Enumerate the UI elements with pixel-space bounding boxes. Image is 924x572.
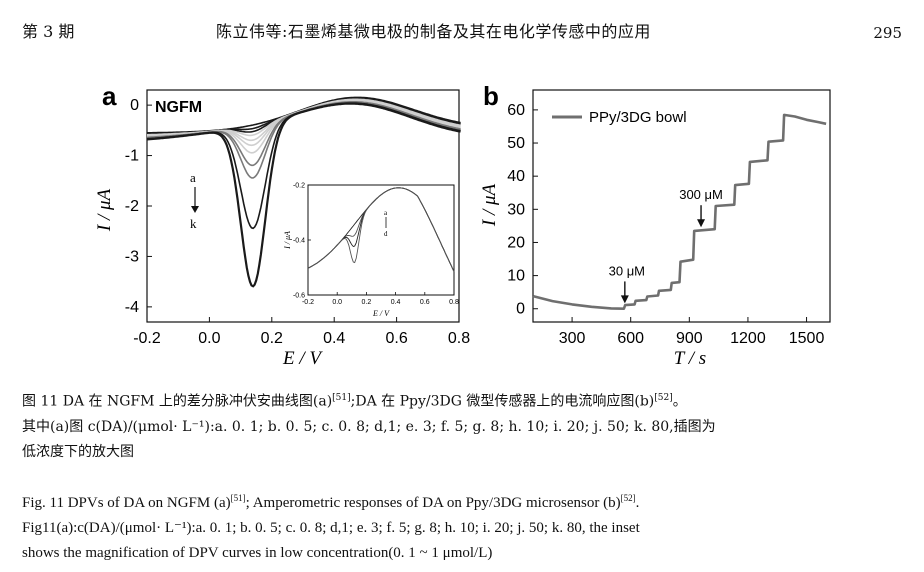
inset-y-label: I / μA <box>283 231 292 250</box>
panel-a-x-ticks: -0.2 0.0 0.2 0.4 0.6 0.8 <box>133 317 470 347</box>
inset-arrow-start: a <box>384 209 388 217</box>
panel-a-arrow-start: a <box>190 170 196 185</box>
inset-y-tick-label: -0.4 <box>293 238 305 245</box>
panel-b-annotation-label: 300 μM <box>679 187 723 202</box>
inset-curve-d <box>307 187 455 272</box>
caption-english: Fig. 11 DPVs of DA on NGFM (a)[51]; Ampe… <box>22 486 906 566</box>
panel-a-y-tick-label: 0 <box>130 97 139 114</box>
panel-b-y-tick-label: 30 <box>507 201 525 218</box>
inset-x-tick-label: 0.6 <box>420 299 430 306</box>
panel-a-x-tick-label: 0.6 <box>385 330 407 347</box>
panel-a-x-tick-label: 0.4 <box>323 330 345 347</box>
caption-en-line-1: Fig. 11 DPVs of DA on NGFM (a)[51]; Ampe… <box>22 486 906 516</box>
inset-y-ticks: -0.2 -0.4 -0.6 <box>293 183 311 300</box>
caption-en-text-1c: . <box>635 495 640 511</box>
panel-a-letter: a <box>102 81 117 111</box>
panel-a-y-label: I / μA <box>94 188 115 232</box>
caption-en-ref-2: [52] <box>620 493 636 503</box>
panel-b-y-label: I / μA <box>479 183 500 227</box>
panel-b-y-ticks: 0 10 20 30 40 50 60 <box>507 102 538 318</box>
panel-b-legend-label: PPy/3DG bowl <box>589 109 687 126</box>
caption-cn-line-2: 其中(a)图 c(DA)/(μmol· L⁻¹):a. 0. 1; b. 0. … <box>22 418 716 435</box>
panel-b-current-trace <box>532 113 827 311</box>
caption-cn-line-3: 低浓度下的放大图 <box>22 443 134 460</box>
panel-a-x-tick-label: -0.2 <box>133 330 161 347</box>
panel-b-x-tick-label: 1500 <box>789 330 825 347</box>
panel-a-x-tick-label: 0.0 <box>198 330 220 347</box>
panel-a-title: NGFM <box>155 99 202 116</box>
panel-b-y-tick-label: 60 <box>507 102 525 119</box>
caption-cn-text-1: 图 11 DA 在 NGFM 上的差分脉冲伏安曲线图(a) <box>22 393 333 410</box>
caption-cn-ref-2: [52] <box>654 393 673 403</box>
inset-x-tick-label: 0.4 <box>391 299 401 306</box>
panel-b-curve <box>532 113 827 311</box>
inset-x-ticks: -0.2 0.0 0.2 0.4 0.6 0.8 <box>302 292 459 306</box>
panel-a-y-ticks: 0 -1 -2 -3 -4 <box>125 97 152 316</box>
panel-b-annotation-arrowhead <box>697 219 706 228</box>
caption-en-ref-1: [51] <box>230 493 246 503</box>
panel-b-y-tick-label: 40 <box>507 168 525 185</box>
panel-a-inset: -0.2 0.0 0.2 0.4 0.6 0.8 -0.2 -0.4 -0.6 a d E /… <box>283 183 459 319</box>
panel-b-chart: b PPy/3DG bowl 300 600 900 1200 1500 0 10 20 30… <box>479 81 831 369</box>
caption-cn-ref-1: [51] <box>332 393 351 403</box>
inset-y-tick-label: -0.2 <box>293 183 305 190</box>
inset-arrow-end: d <box>384 230 388 238</box>
panel-a-y-tick-label: -4 <box>125 299 139 316</box>
panel-a-x-label: E / V <box>282 348 323 369</box>
page-number: 295 <box>873 24 902 42</box>
panel-a-chart: a NGFM -0.2 0.0 0.2 0.4 0.6 0.8 0 -1 -2 -3 -4 a k… <box>94 81 470 369</box>
panel-b-letter: b <box>483 81 499 111</box>
panel-a-arrow-end: k <box>190 216 197 231</box>
page-header: 第 3 期 陈立伟等:石墨烯基微电极的制备及其在电化学传感中的应用 295 <box>0 18 924 46</box>
panel-b-x-tick-label: 900 <box>676 330 703 347</box>
panel-a-curve-k <box>146 102 461 288</box>
caption-en-text-1b: ; Amperometric responses of DA on Ppy/3D… <box>245 495 621 511</box>
caption-cn-text-1b: ;DA 在 Ppy/3DG 微型传感器上的电流响应图(b) <box>350 393 655 410</box>
inset-x-label: E / V <box>372 309 390 318</box>
caption-en-line-3: shows the magnification of DPV curves in… <box>22 545 493 561</box>
inset-x-tick-label: 0.8 <box>449 299 459 306</box>
issue-number: 第 3 期 <box>22 22 75 41</box>
panel-b-annotations: 30 μM 300 μM <box>609 187 723 304</box>
panel-a-x-tick-label: 0.2 <box>261 330 283 347</box>
panel-b-x-tick-label: 300 <box>559 330 586 347</box>
panel-b-annotation-arrowhead <box>620 295 629 304</box>
inset-frame <box>307 184 455 296</box>
running-title: 陈立伟等:石墨烯基微电极的制备及其在电化学传感中的应用 <box>216 22 651 41</box>
panel-a-curves <box>146 96 461 288</box>
panel-a-y-tick-label: -1 <box>125 148 139 165</box>
caption-cn-line-1: 图 11 DA 在 NGFM 上的差分脉冲伏安曲线图(a)[51];DA 在 P… <box>22 386 906 415</box>
inset-curves <box>307 187 455 272</box>
panel-b-y-tick-label: 0 <box>516 301 525 318</box>
panel-b-y-tick-label: 50 <box>507 135 525 152</box>
caption-en-line-2: Fig11(a):c(DA)/(μmol· L⁻¹):a. 0. 1; b. 0… <box>22 520 640 536</box>
inset-y-tick-label: -0.6 <box>293 293 305 300</box>
panel-b-x-tick-label: 600 <box>617 330 644 347</box>
panel-b-y-tick-label: 10 <box>507 268 525 285</box>
caption-cn-text-1c: 。 <box>672 393 687 410</box>
inset-x-tick-label: 0.0 <box>332 299 342 306</box>
panel-b-y-tick-label: 20 <box>507 234 525 251</box>
panel-b-x-tick-label: 1200 <box>730 330 766 347</box>
panel-a-arrow-head <box>191 206 199 213</box>
panel-b-annotation-label: 30 μM <box>609 263 645 278</box>
inset-x-tick-label: -0.2 <box>302 299 314 306</box>
panel-b-x-label: T / s <box>674 348 706 369</box>
panel-a-x-tick-label: 0.8 <box>448 330 470 347</box>
caption-chinese: 图 11 DA 在 NGFM 上的差分脉冲伏安曲线图(a)[51];DA 在 P… <box>22 386 906 465</box>
panel-b-x-ticks: 300 600 900 1200 1500 <box>559 317 825 347</box>
panel-a-y-tick-label: -2 <box>125 198 139 215</box>
inset-x-tick-label: 0.2 <box>362 299 372 306</box>
caption-en-text-1: Fig. 11 DPVs of DA on NGFM (a) <box>22 495 231 511</box>
panel-a-y-tick-label: -3 <box>125 248 139 265</box>
panel-b-frame <box>532 89 831 323</box>
figure-11: a NGFM -0.2 0.0 0.2 0.4 0.6 0.8 0 -1 -2 -3 -4 a k… <box>94 81 831 369</box>
